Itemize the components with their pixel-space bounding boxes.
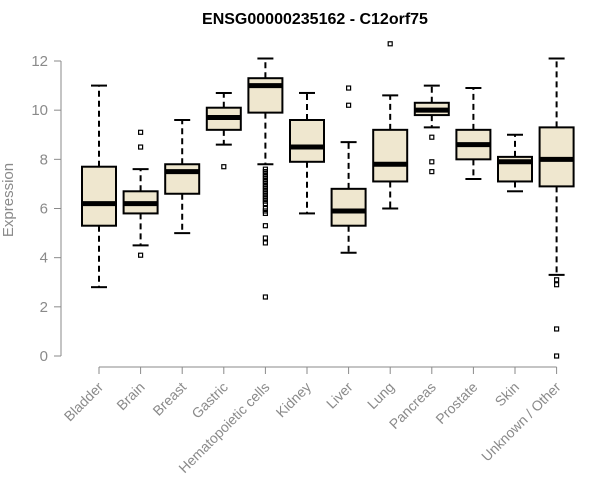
plot-area [81,41,575,359]
x-tick-label: Prostate [432,379,480,427]
box-group [455,87,492,180]
box-iqr [372,128,409,183]
box-group [372,41,409,210]
box-group [497,133,533,193]
outlier-point [138,129,144,135]
y-tick-label: 2 [40,299,48,316]
y-tick-label: 4 [40,250,48,267]
box-group [538,57,575,359]
box-group [164,119,201,235]
outlier-point [346,85,352,91]
y-tick-label: 6 [40,201,48,218]
outlier-point [346,102,352,108]
outlier-point [262,200,268,207]
outlier-point [262,210,268,217]
outlier-point [262,240,268,246]
box-group [122,129,159,258]
y-axis-label: Expression [0,163,17,237]
outlier-point [553,277,560,283]
outlier-point [262,294,268,300]
y-axis: 0 2 4 6 8 10 12 [31,53,62,365]
box-group [330,85,367,254]
box-group [289,91,325,215]
outlier-point [553,326,560,332]
y-tick-label: 10 [31,102,48,119]
box-group [247,57,284,300]
outlier-point [138,252,144,258]
outlier-point [429,169,435,175]
outlier-point [138,144,144,150]
box-group [205,91,242,170]
box-group [81,84,117,289]
x-tick-label: Lung [364,379,397,412]
x-tick-label: Liver [323,379,356,412]
box-iqr [81,165,117,227]
y-tick-label: 12 [31,53,48,70]
box-iqr [164,163,201,195]
outlier-point [262,223,268,229]
x-tick-label: Breast [149,379,189,419]
outlier-point [429,159,435,165]
box-iqr [330,187,367,227]
x-tick-label: Skin [492,379,523,410]
outlier-point [387,41,393,47]
x-tick-label: Bladder [61,379,107,425]
chart-title: ENSG00000235162 - C12orf75 [202,11,428,28]
outlier-point [553,282,560,288]
outlier-point [429,134,435,140]
y-tick-label: 0 [40,348,48,365]
x-tick-label: Unknown / Other [478,379,564,465]
x-tick-label: Brain [113,379,147,413]
outlier-point [553,353,560,359]
x-tick-label: Kidney [273,379,315,421]
y-tick-label: 8 [40,151,48,168]
box-group [413,84,450,175]
box-iqr [289,119,325,163]
outlier-point [221,164,227,170]
outlier-point [262,235,268,241]
